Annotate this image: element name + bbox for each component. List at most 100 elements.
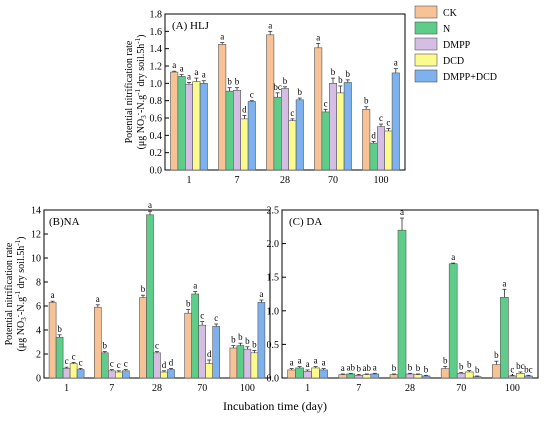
panel-b-ytick-label: 2 <box>36 350 41 361</box>
panel-a-bar <box>266 34 275 171</box>
panel-a-bar <box>321 111 330 171</box>
panel-a-bar <box>225 90 234 171</box>
panel-a-significance-letter: a <box>202 70 206 80</box>
panel-a-ytick-label: 1.0 <box>150 79 163 90</box>
panel-a-ytick-label: 1.4 <box>150 44 163 55</box>
panel-c-bar <box>319 369 328 379</box>
panel-c-bar <box>338 374 348 379</box>
panel-b-ytick-label: 4 <box>36 326 41 337</box>
panel-c-xtick-label: 28 <box>405 383 415 394</box>
panel-b-ytick-label: 8 <box>36 278 41 289</box>
panel-a-significance-letter: b <box>338 75 343 85</box>
panel-c-bar <box>370 373 380 379</box>
panel-a-bar <box>391 72 400 171</box>
panel-a-ytick-label: 1.2 <box>150 62 163 73</box>
panel-b-ytick-label: 12 <box>31 230 41 241</box>
panel-c-significance-letter: a <box>373 362 377 372</box>
panel-c-significance-letter: a <box>290 358 294 368</box>
panel-b-significance-letter: b <box>238 332 243 342</box>
panel-a-ytick-label: 0.6 <box>150 114 163 125</box>
panel-b-significance-letter: c <box>124 359 128 369</box>
panel-a-bar <box>336 92 345 171</box>
panel-c-significance-letter: b <box>424 364 429 374</box>
legend-swatch <box>414 21 438 35</box>
panel-c-bar <box>346 373 356 379</box>
y-axis-title-line1: Potential nitrification rate <box>4 242 15 345</box>
panel-c-significance-letter: b <box>459 362 464 372</box>
panel-a-significance-letter: d <box>242 104 247 114</box>
panel-b-significance-letter: a <box>51 290 55 300</box>
panel-b-bar <box>205 363 213 379</box>
panel-a-bar <box>192 81 201 171</box>
y-axis-title: Potential nitrification rate (μg NO3--N.g… <box>124 35 148 150</box>
panel-a-significance-letter: a <box>316 32 320 42</box>
panel-b-significance-letter: a <box>96 294 100 304</box>
legend: CK N DMPP DCD DMPP+DCD <box>414 5 497 83</box>
panel-c-xtick-label: 1 <box>305 383 310 394</box>
y-axis-title-line2: (μg NO3--N.g-1 dry soil.5h-1) <box>14 237 28 352</box>
panel-c-bar <box>295 367 304 379</box>
panel-c-significance-letter: a <box>314 356 318 366</box>
panel-c-bar <box>354 375 364 379</box>
panel-a-significance-letter: b <box>227 77 232 87</box>
panel-a-bar <box>288 120 297 171</box>
panel-b-significance-letter: c <box>72 351 76 361</box>
panel-a-xtick-label: 100 <box>374 175 389 186</box>
panel-b-bar <box>146 214 154 379</box>
panel-c-bar <box>472 376 482 379</box>
panel-b-bar <box>76 369 85 379</box>
panel-b-significance-letter: b <box>252 339 257 349</box>
panel-c-significance-letter: b <box>494 350 499 360</box>
panel-b-significance-letter: b <box>103 341 108 351</box>
panel-a-title: (A) HLJ <box>172 20 210 32</box>
panel-b-xtick-label: 70 <box>197 383 207 394</box>
panel-c-bar <box>311 367 320 379</box>
panel-b-significance-letter: d <box>207 349 212 359</box>
panel-b-bar <box>62 368 71 379</box>
panel-b-significance-letter: a <box>148 200 152 210</box>
panel-a-significance-letter: a <box>187 71 191 81</box>
panel-c-bar <box>421 375 431 379</box>
panel-c-ytick-label: 1.5 <box>267 273 280 284</box>
panel-a-significance-letter: b <box>346 69 351 79</box>
panel-a-bar <box>199 83 208 171</box>
panel-c-frame <box>281 209 539 379</box>
panel-c-bar <box>508 375 517 379</box>
legend-label: DCD <box>443 56 464 67</box>
panel-a-ytick-label: 0.2 <box>150 148 163 159</box>
panel-b-bar <box>198 324 206 379</box>
legend-swatch <box>414 37 438 51</box>
panel-b-ytick-label: 0 <box>36 374 41 385</box>
panel-b-bar <box>250 352 259 379</box>
panel-a-significance-letter: a <box>268 20 272 30</box>
panel-c-xtick-label: 7 <box>356 383 361 394</box>
panel-c-significance-letter: b <box>416 363 421 373</box>
panel-c-xtick-label: 70 <box>456 383 466 394</box>
panel-a-significance-letter: b <box>331 67 336 77</box>
legend-label: CK <box>443 8 458 19</box>
panel-a-significance-letter: c <box>386 117 390 127</box>
panel-c-significance-letter: b <box>408 362 413 372</box>
panel-b-significance-letter: d <box>162 360 167 370</box>
panel-b-ytick-label: 14 <box>31 206 41 217</box>
panel-c-ytick-label: 2.5 <box>267 206 280 217</box>
panel-a-bar <box>376 126 385 171</box>
panel-a-significance-letter: a <box>172 60 176 70</box>
panel-b-bar <box>229 347 238 379</box>
y-axis-title: Potential nitrification rate (μg NO3--N.g… <box>4 237 28 352</box>
panel-c-significance-letter: ab <box>347 362 356 372</box>
panel-c-significance-letter: b <box>475 365 480 375</box>
panel-c-significance-letter: b <box>357 364 362 374</box>
panel-b-xtick-label: 1 <box>64 383 69 394</box>
panel-c-bar <box>464 371 474 379</box>
legend-swatch <box>414 69 438 83</box>
panel-a-bar <box>233 89 242 171</box>
panel-b-significance-letter: b <box>141 284 146 294</box>
panel-b-bar <box>184 312 192 379</box>
panel-b-bar <box>257 302 266 379</box>
panel-c-ytick-label: 2.0 <box>267 239 280 250</box>
panel-c-significance-letter: a <box>400 207 404 217</box>
panel-b-bar <box>55 336 64 379</box>
